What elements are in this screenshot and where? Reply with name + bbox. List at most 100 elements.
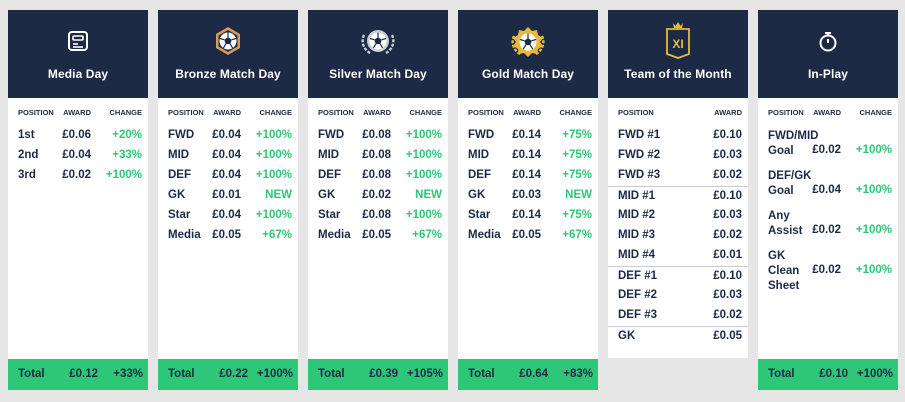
total-bar: Total £0.22 +100% (158, 359, 298, 390)
total-award: £0.64 (519, 368, 548, 380)
row-position: MID #1 (618, 190, 656, 202)
row-position: FWD #2 (618, 149, 661, 161)
table-header: POSITION AWARD CHANGE (468, 108, 592, 120)
row-change: +67% (412, 229, 442, 241)
row-award: £0.14 (512, 149, 541, 161)
row-position: FWD (318, 129, 345, 141)
table-row: 3rd £0.02 +100% (8, 166, 148, 186)
header-change: CHANGE (559, 108, 592, 117)
row-position: MID #2 (618, 209, 656, 221)
header-award: AWARD (63, 108, 91, 117)
row-award: £0.08 (362, 209, 391, 221)
header-award: AWARD (714, 108, 742, 117)
row-position: Media (168, 229, 201, 241)
header-change: CHANGE (409, 108, 442, 117)
row-position: DEF #2 (618, 289, 657, 301)
row-position: Media (318, 229, 351, 241)
table-header: POSITION AWARD (618, 108, 742, 120)
stopwatch-icon (758, 25, 898, 57)
header-position: POSITION (168, 108, 204, 117)
row-change: +67% (262, 229, 292, 241)
table-row: MID £0.14 +75% (458, 146, 598, 166)
row-position: FWD #3 (618, 169, 661, 181)
header-position: POSITION (318, 108, 354, 117)
row-award: £0.04 (212, 129, 241, 141)
row-change: +100% (405, 149, 442, 161)
row-change: +100% (855, 264, 892, 276)
row-award: £0.05 (713, 330, 742, 342)
total-bar: Total £0.12 +33% (8, 359, 148, 390)
bronze-ball-icon (158, 25, 298, 57)
header-change: CHANGE (859, 108, 892, 117)
card-header: Silver Match Day (308, 10, 448, 98)
row-change: NEW (415, 189, 442, 201)
total-change: +105% (406, 368, 443, 380)
header-position: POSITION (768, 108, 804, 117)
card-header: Bronze Match Day (158, 10, 298, 98)
table-row: DEF £0.04 +100% (158, 166, 298, 186)
row-change: +67% (562, 229, 592, 241)
row-award: £0.14 (512, 129, 541, 141)
row-award: £0.04 (212, 169, 241, 181)
table-row: FWD #3 £0.02 (608, 166, 748, 186)
total-award: £0.22 (219, 368, 248, 380)
table-row: GK £0.02 NEW (308, 186, 448, 206)
row-award: £0.10 (713, 129, 742, 141)
row-position: GK (618, 330, 636, 342)
total-label: Total (768, 368, 795, 380)
row-change: NEW (565, 189, 592, 201)
header-award: AWARD (513, 108, 541, 117)
row-position: GK (318, 189, 336, 201)
table-row: MID #1 £0.10 (608, 186, 748, 206)
table-row: DEF/GK Goal £0.04 +100% (758, 166, 898, 206)
award-rows: FWD £0.14 +75% MID £0.14 +75% DEF £0.14 +75% G… (458, 126, 598, 246)
total-label: Total (18, 368, 45, 380)
table-row: GK £0.01 NEW (158, 186, 298, 206)
row-change: +20% (112, 129, 142, 141)
row-change: NEW (265, 189, 292, 201)
row-change: +100% (255, 129, 292, 141)
row-position: GK (468, 189, 486, 201)
row-award: £0.08 (362, 129, 391, 141)
row-change: +75% (562, 129, 592, 141)
row-award: £0.02 (62, 169, 91, 181)
row-award: £0.03 (713, 289, 742, 301)
total-change: +100% (856, 368, 893, 380)
row-position: DEF (468, 169, 491, 181)
table-header: POSITION AWARD CHANGE (18, 108, 142, 120)
row-change: +75% (562, 169, 592, 181)
row-award: £0.04 (812, 184, 841, 196)
row-position: 2nd (18, 149, 39, 161)
row-change: +75% (562, 149, 592, 161)
row-award: £0.02 (713, 309, 742, 321)
card-header: In-Play (758, 10, 898, 98)
header-position: POSITION (468, 108, 504, 117)
card-title: Gold Match Day (481, 67, 575, 81)
row-position: Media (468, 229, 501, 241)
row-position: Star (468, 209, 491, 221)
row-position: MID #3 (618, 229, 656, 241)
row-position: 1st (18, 129, 35, 141)
table-row: Media £0.05 +67% (158, 226, 298, 246)
header-award: AWARD (813, 108, 841, 117)
card-title: Bronze Match Day (175, 67, 281, 81)
card-title: In-Play (807, 67, 849, 81)
total-label: Total (168, 368, 195, 380)
row-award: £0.06 (62, 129, 91, 141)
row-award: £0.05 (512, 229, 541, 241)
card-team-of-the-month: XI Team of the Month POSITION AWARD FWD … (608, 10, 748, 358)
row-position: FWD (168, 129, 195, 141)
header-position: POSITION (618, 108, 654, 117)
row-award: £0.08 (362, 149, 391, 161)
table-row: DEF #1 £0.10 (608, 266, 748, 286)
table-row: MID £0.04 +100% (158, 146, 298, 166)
table-row: FWD/MID Goal £0.02 +100% (758, 126, 898, 166)
table-row: Media £0.05 +67% (308, 226, 448, 246)
card-media-day: Media Day POSITION AWARD CHANGE 1st £0.06… (8, 10, 148, 390)
card-in-play: In-Play POSITION AWARD CHANGE FWD/MID Go… (758, 10, 898, 390)
table-row: MID #2 £0.03 (608, 206, 748, 226)
card-title: Media Day (47, 67, 109, 81)
row-position: GK (168, 189, 186, 201)
row-position: FWD/MID Goal (768, 130, 819, 157)
table-row: FWD £0.08 +100% (308, 126, 448, 146)
